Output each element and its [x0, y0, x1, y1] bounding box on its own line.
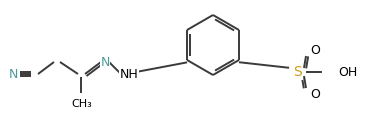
- Text: O: O: [310, 43, 320, 56]
- Text: N: N: [100, 55, 110, 69]
- Text: N: N: [8, 68, 18, 81]
- Text: S: S: [294, 65, 302, 79]
- Text: CH₃: CH₃: [72, 99, 92, 109]
- Text: O: O: [310, 87, 320, 101]
- Text: NH: NH: [120, 69, 138, 82]
- Text: OH: OH: [338, 66, 357, 78]
